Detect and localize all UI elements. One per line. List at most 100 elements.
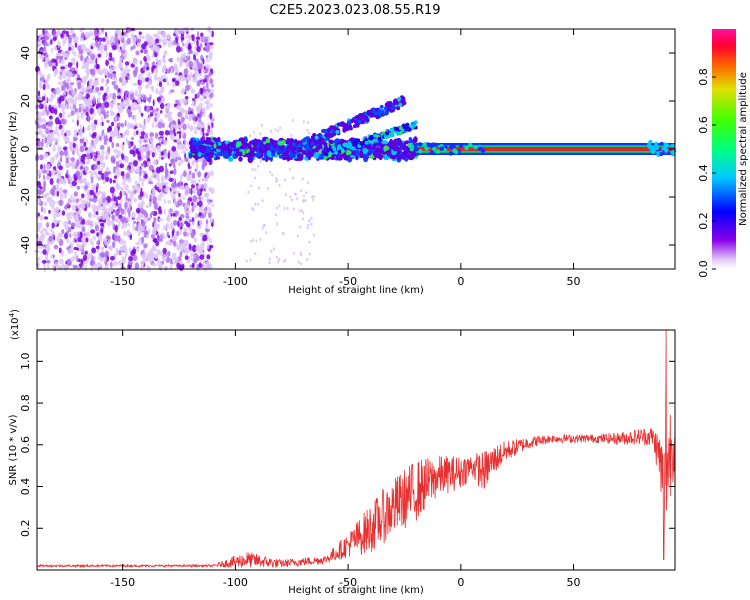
noise-point <box>187 175 192 182</box>
noise-point <box>92 156 97 162</box>
noise-point <box>270 250 273 253</box>
noise-point <box>84 250 88 255</box>
noise-point <box>41 169 47 174</box>
noise-point <box>141 35 145 40</box>
noise-point <box>148 181 154 185</box>
noise-point <box>207 171 212 177</box>
noise-point <box>116 169 121 177</box>
x-tick-label: 0 <box>457 275 464 288</box>
noise-point <box>113 260 118 267</box>
noise-point <box>102 194 105 199</box>
signal-point <box>403 154 409 158</box>
noise-point <box>192 195 197 203</box>
noise-point <box>77 93 82 101</box>
noise-point <box>93 214 96 219</box>
noise-point <box>151 244 157 251</box>
noise-point <box>193 202 196 210</box>
noise-point <box>86 199 89 207</box>
noise-point <box>202 260 206 266</box>
noise-point <box>92 97 96 105</box>
noise-point <box>127 260 133 266</box>
noise-point <box>69 85 73 91</box>
noise-point <box>120 198 123 204</box>
noise-point <box>43 44 46 52</box>
noise-point <box>121 216 126 224</box>
noise-point <box>133 58 139 63</box>
signal-point <box>313 152 320 159</box>
noise-point <box>42 28 45 36</box>
noise-point <box>198 212 202 217</box>
signal-point <box>663 143 668 148</box>
signal-point <box>247 156 254 164</box>
noise-point <box>113 175 118 179</box>
noise-point <box>95 58 98 65</box>
signal-point <box>335 130 340 134</box>
noise-point <box>196 45 201 53</box>
signal-point <box>385 131 389 136</box>
signal-point <box>385 150 392 155</box>
noise-point <box>181 98 186 104</box>
noise-point <box>70 27 73 33</box>
signal-point <box>454 149 459 155</box>
noise-point <box>180 159 184 163</box>
noise-point <box>124 209 127 216</box>
noise-point <box>79 231 83 239</box>
noise-point <box>105 154 109 160</box>
noise-point <box>41 259 47 264</box>
noise-point <box>38 129 43 136</box>
noise-point <box>157 90 163 96</box>
noise-point <box>149 112 154 117</box>
noise-point <box>83 141 87 147</box>
signal-point <box>331 125 336 130</box>
noise-point <box>48 40 51 47</box>
noise-point <box>171 120 176 125</box>
noise-point <box>171 230 175 237</box>
noise-point <box>261 226 264 230</box>
noise-point <box>210 187 215 194</box>
noise-point <box>259 238 262 241</box>
noise-point <box>99 252 105 258</box>
noise-point <box>158 130 164 136</box>
noise-point <box>182 42 185 47</box>
noise-point <box>80 155 86 162</box>
noise-point <box>170 67 173 74</box>
noise-point <box>78 197 83 202</box>
noise-point <box>156 182 160 188</box>
signal-point <box>236 141 240 148</box>
noise-point <box>102 205 107 213</box>
noise-point <box>137 93 141 99</box>
noise-point <box>185 217 189 222</box>
noise-point <box>104 259 108 266</box>
signal-point <box>318 144 322 149</box>
signal-point <box>379 104 384 109</box>
noise-point <box>166 81 170 86</box>
noise-point <box>55 206 60 213</box>
y-tick-label: 0.6 <box>19 436 32 454</box>
noise-point <box>151 187 156 193</box>
noise-point <box>115 217 119 223</box>
noise-point <box>254 168 257 172</box>
noise-point <box>197 183 202 190</box>
noise-point <box>184 185 189 191</box>
noise-point <box>211 199 214 203</box>
noise-point <box>100 50 104 54</box>
noise-point <box>194 212 198 220</box>
noise-point <box>271 173 274 177</box>
noise-point <box>104 252 108 258</box>
noise-point <box>39 117 43 124</box>
noise-point <box>259 159 262 163</box>
noise-point <box>98 190 102 195</box>
noise-point <box>205 198 211 202</box>
noise-point <box>183 108 186 113</box>
noise-point <box>80 32 85 40</box>
noise-point <box>53 259 56 263</box>
noise-point <box>126 167 130 171</box>
noise-point <box>157 223 160 230</box>
noise-point <box>42 83 46 91</box>
noise-point <box>193 54 196 61</box>
noise-point <box>132 36 137 43</box>
noise-point <box>187 115 192 122</box>
noise-point <box>68 220 71 225</box>
signal-point <box>308 139 313 144</box>
